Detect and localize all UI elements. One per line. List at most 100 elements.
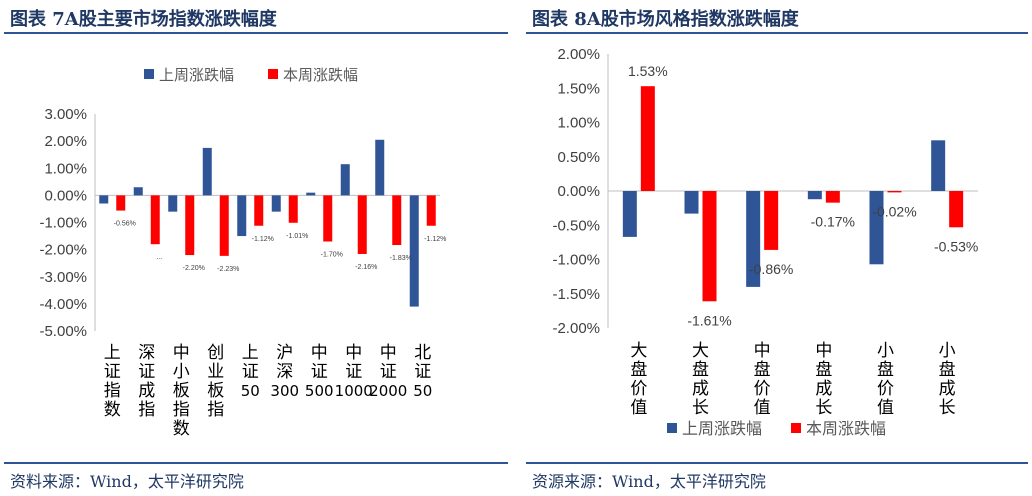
bar-this-week	[764, 191, 779, 250]
bar-this-week	[254, 195, 264, 226]
y-tick-label: 0.00%	[44, 187, 87, 204]
legend-label: 上周涨跌幅	[159, 66, 234, 84]
bar-this-week	[825, 191, 840, 203]
data-label: ...	[156, 254, 162, 261]
bar-this-week	[702, 191, 717, 302]
data-label: -0.53%	[934, 238, 978, 254]
bar-last-week	[746, 191, 761, 287]
category-label: 上证指数	[104, 343, 121, 420]
y-tick-label: -1.00%	[39, 215, 87, 232]
legend-label: 上周涨跌幅	[682, 419, 762, 438]
bar-this-week	[392, 195, 402, 246]
y-tick-label: -1.00%	[552, 252, 600, 269]
bar-this-week	[949, 191, 964, 228]
data-label: -1.83%	[390, 255, 412, 262]
bar-last-week	[869, 191, 884, 265]
data-label: -1.70%	[321, 251, 343, 258]
legend-label: 本周涨跌幅	[806, 419, 886, 438]
category-label: 小盘成长	[939, 341, 956, 418]
bar-this-week	[887, 191, 902, 193]
left-title-rule	[4, 32, 508, 34]
category-label: 小盘价值	[877, 341, 894, 418]
category-label: 沪深 300	[270, 343, 299, 400]
y-tick-label: -2.00%	[39, 242, 87, 259]
y-tick-label: 2.00%	[557, 46, 600, 63]
category-label: 中小板指数	[173, 343, 190, 439]
bar-this-week	[640, 86, 655, 191]
data-label: 1.53%	[628, 63, 668, 79]
y-tick-label: -5.00%	[39, 323, 87, 340]
right-source-rule	[526, 462, 1028, 464]
bar-last-week	[409, 195, 419, 307]
data-label: -1.12%	[424, 236, 446, 243]
data-label: -0.17%	[811, 214, 855, 230]
bar-last-week	[99, 195, 109, 204]
category-label: 中盘价值	[754, 341, 771, 418]
y-tick-label: -2.00%	[552, 320, 600, 337]
bar-this-week	[150, 195, 160, 245]
category-label: 大盘成长	[692, 341, 709, 418]
y-tick-label: 1.00%	[557, 115, 600, 132]
bar-last-week	[684, 191, 699, 214]
left-source-rule	[4, 462, 508, 464]
bar-last-week	[202, 147, 212, 196]
data-label: -2.23%	[217, 266, 239, 273]
y-tick-label: 3.00%	[44, 106, 87, 123]
data-label: -2.16%	[355, 264, 377, 271]
category-label: 中证 2000	[369, 343, 407, 400]
y-tick-label: -4.00%	[39, 296, 87, 313]
bar-last-week	[340, 164, 350, 196]
bar-last-week	[237, 195, 247, 237]
y-tick-label: 0.00%	[557, 183, 600, 200]
left-chart-source: 资料来源：Wind，太平洋研究院	[10, 472, 244, 491]
category-label: 北证 50	[413, 343, 432, 400]
right-title-rule	[526, 32, 1028, 34]
y-tick-label: -1.50%	[552, 286, 600, 303]
legend-swatch	[667, 423, 677, 433]
bar-this-week	[288, 195, 298, 223]
right-chart-panel: 图表 8A股市场风格指数涨跌幅度 2.00% 1.50% 1.00% 0.50% 0.0…	[522, 0, 1032, 496]
bar-this-week	[323, 195, 333, 242]
data-label: -2.20%	[183, 265, 205, 272]
left-bar-chart: 3.00% 2.00% 1.00% 0.00% -1.00% -2.00% -3.00% -4…	[39, 66, 446, 439]
category-label: 中证 1000	[335, 343, 373, 400]
y-tick-label: 1.50%	[557, 80, 600, 97]
right-chart-title: 图表 8A股市场风格指数涨跌幅度	[532, 9, 799, 30]
category-label: 中证 500	[305, 343, 334, 400]
right-bar-chart: 2.00% 1.50% 1.00% 0.50% 0.00% -0.50% -1.00% -1.…	[552, 46, 978, 438]
bar-last-week	[168, 195, 178, 212]
left-chart-title: 图表 7A股主要市场指数涨跌幅度	[10, 9, 277, 30]
y-tick-label: -0.50%	[552, 217, 600, 234]
y-tick-label: 1.00%	[44, 160, 87, 177]
bar-this-week	[219, 195, 229, 256]
legend-swatch	[268, 69, 278, 79]
data-label: -1.61%	[687, 312, 731, 328]
y-tick-label: 0.50%	[557, 149, 600, 166]
legend-swatch	[791, 423, 801, 433]
bar-last-week	[375, 139, 385, 196]
bar-this-week	[116, 195, 126, 211]
bar-this-week	[357, 195, 367, 254]
right-chart-source: 资源来源：Wind，太平洋研究院	[532, 472, 766, 491]
category-label: 大盘价值	[630, 341, 647, 418]
bar-this-week	[426, 195, 436, 226]
bar-last-week	[807, 191, 822, 200]
y-tick-label: 2.00%	[44, 133, 87, 150]
data-label: -0.56%	[114, 221, 136, 228]
category-label: 中盘成长	[815, 341, 832, 418]
data-label: -0.86%	[749, 261, 793, 277]
category-label: 上证 50	[241, 343, 260, 400]
data-label: -0.02%	[872, 203, 916, 219]
bar-this-week	[185, 195, 195, 256]
legend-swatch	[144, 69, 154, 79]
left-chart-panel: 图表 7A股主要市场指数涨跌幅度 3.00% 2.00% 1.00% 0.00% -1.…	[0, 0, 512, 496]
category-label: 深证成指	[138, 343, 155, 420]
bar-last-week	[622, 191, 637, 237]
bar-last-week	[271, 195, 281, 212]
y-tick-label: -3.00%	[39, 269, 87, 286]
category-label: 创业板指	[207, 343, 224, 420]
bar-last-week	[931, 140, 946, 191]
legend-label: 本周涨跌幅	[283, 66, 358, 84]
bar-last-week	[306, 192, 316, 196]
bar-last-week	[133, 187, 143, 196]
